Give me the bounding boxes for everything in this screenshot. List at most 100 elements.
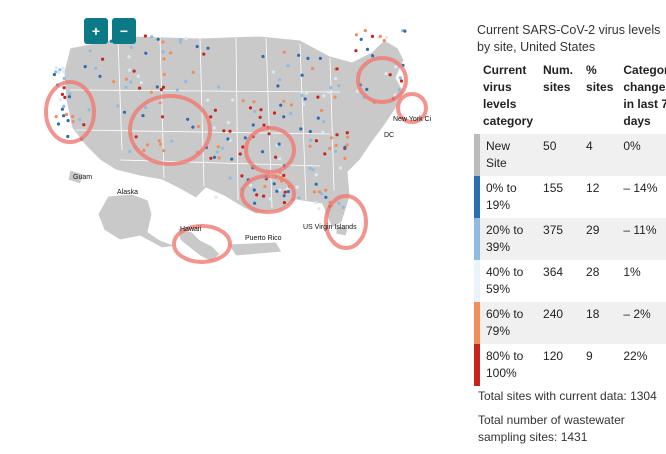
site-dot <box>217 85 221 89</box>
site-dot <box>83 65 87 69</box>
site-dot <box>268 197 272 201</box>
site-dot <box>88 49 92 53</box>
site-dot <box>143 34 147 38</box>
site-dot <box>129 80 133 84</box>
site-dot <box>230 157 234 161</box>
site-dot <box>282 50 286 55</box>
site-dot <box>158 142 163 146</box>
site-dot <box>191 70 195 74</box>
site-dot <box>297 196 301 200</box>
site-dot <box>179 38 183 42</box>
site-dot <box>394 65 398 69</box>
site-dot <box>214 195 218 199</box>
site-dot <box>303 97 307 101</box>
zoom-out-button[interactable]: − <box>112 18 136 44</box>
site-dot <box>144 106 148 110</box>
site-dot <box>58 98 62 102</box>
row-change: 0% <box>617 134 666 176</box>
site-dot <box>289 111 293 116</box>
site-dot <box>162 72 166 77</box>
legend-table: Current virus levels category Num. sites… <box>473 62 666 386</box>
site-dot <box>345 143 349 147</box>
site-dot <box>134 135 138 139</box>
site-dot <box>282 201 286 205</box>
row-num-sites: 155 <box>543 181 564 195</box>
virgin-islands-shape <box>335 225 349 237</box>
site-dot <box>98 74 102 78</box>
annotation-circles <box>44 56 428 264</box>
site-dot <box>278 78 282 82</box>
site-dot <box>343 156 347 160</box>
site-dot <box>159 88 163 92</box>
site-dot <box>262 194 266 198</box>
site-dot <box>321 130 325 134</box>
site-dot <box>206 46 210 50</box>
map-area[interactable]: New York Ci DC Guam Alaska Hawaii Puerto… <box>0 0 460 454</box>
site-dot <box>329 136 333 140</box>
site-dot <box>355 89 359 93</box>
row-num-sites: 50 <box>537 134 581 176</box>
site-dot <box>262 123 266 127</box>
site-dot <box>314 201 318 205</box>
row-pct-sites: 4 <box>580 134 618 176</box>
site-dot <box>282 99 286 103</box>
site-dot <box>252 100 256 104</box>
site-dot <box>286 190 290 194</box>
site-dot <box>71 120 75 124</box>
site-dot <box>253 109 257 114</box>
site-dot <box>306 56 310 61</box>
site-dot <box>116 104 120 108</box>
site-dot <box>124 85 128 89</box>
site-dot <box>162 57 166 61</box>
site-dot <box>278 157 282 161</box>
label-puerto-rico: Puerto Rico <box>245 235 282 242</box>
site-dot <box>289 103 294 107</box>
site-dot <box>320 192 324 196</box>
site-dot <box>66 134 70 139</box>
legend-title: Current SARS-CoV-2 virus levels by site,… <box>477 23 661 54</box>
site-dot <box>300 94 304 98</box>
site-dot <box>308 166 312 170</box>
site-dot <box>127 55 131 59</box>
site-dot <box>329 86 333 90</box>
site-dot <box>144 51 148 55</box>
site-dot <box>322 94 326 98</box>
puerto-rico-shape <box>227 241 283 257</box>
site-dot <box>195 44 199 49</box>
site-dot <box>94 66 98 70</box>
legend-row: 0% to 19% 155 12 – 14% <box>473 176 666 218</box>
legend-row: 40% to 59% 364 28 1% <box>473 260 666 302</box>
row-num-sites: 240 <box>537 302 581 344</box>
header-change: Category change in last 7 days <box>623 63 666 128</box>
site-dot <box>206 98 210 102</box>
site-dot <box>334 76 338 81</box>
site-dot <box>184 36 188 41</box>
row-num-sites: 375 <box>537 218 581 260</box>
site-dot <box>220 146 225 150</box>
site-dot <box>54 115 58 119</box>
site-dot <box>282 173 286 177</box>
row-change: – 14% <box>623 181 658 195</box>
site-dot <box>251 123 255 127</box>
site-dot <box>335 133 339 137</box>
us-map[interactable]: New York Ci DC Guam Alaska Hawaii Puerto… <box>0 0 460 454</box>
site-dot <box>215 150 219 154</box>
site-dot <box>122 110 127 114</box>
site-dot <box>283 190 287 194</box>
site-dot <box>300 73 304 77</box>
site-dot <box>252 188 256 192</box>
zoom-in-button[interactable]: + <box>84 18 108 44</box>
site-dot <box>249 183 253 187</box>
site-dot <box>57 70 61 74</box>
site-dot <box>359 37 363 42</box>
site-dot <box>161 50 165 54</box>
site-dot <box>222 129 226 133</box>
annotation-circle-hawaii <box>172 224 232 264</box>
alaska-shape <box>97 193 177 249</box>
site-dot <box>398 76 402 80</box>
site-dot <box>60 107 64 111</box>
site-dot <box>261 54 265 59</box>
site-dot <box>139 81 143 85</box>
label-us-virgin-islands: US Virgin Islands <box>303 224 357 231</box>
site-dot <box>241 145 245 149</box>
